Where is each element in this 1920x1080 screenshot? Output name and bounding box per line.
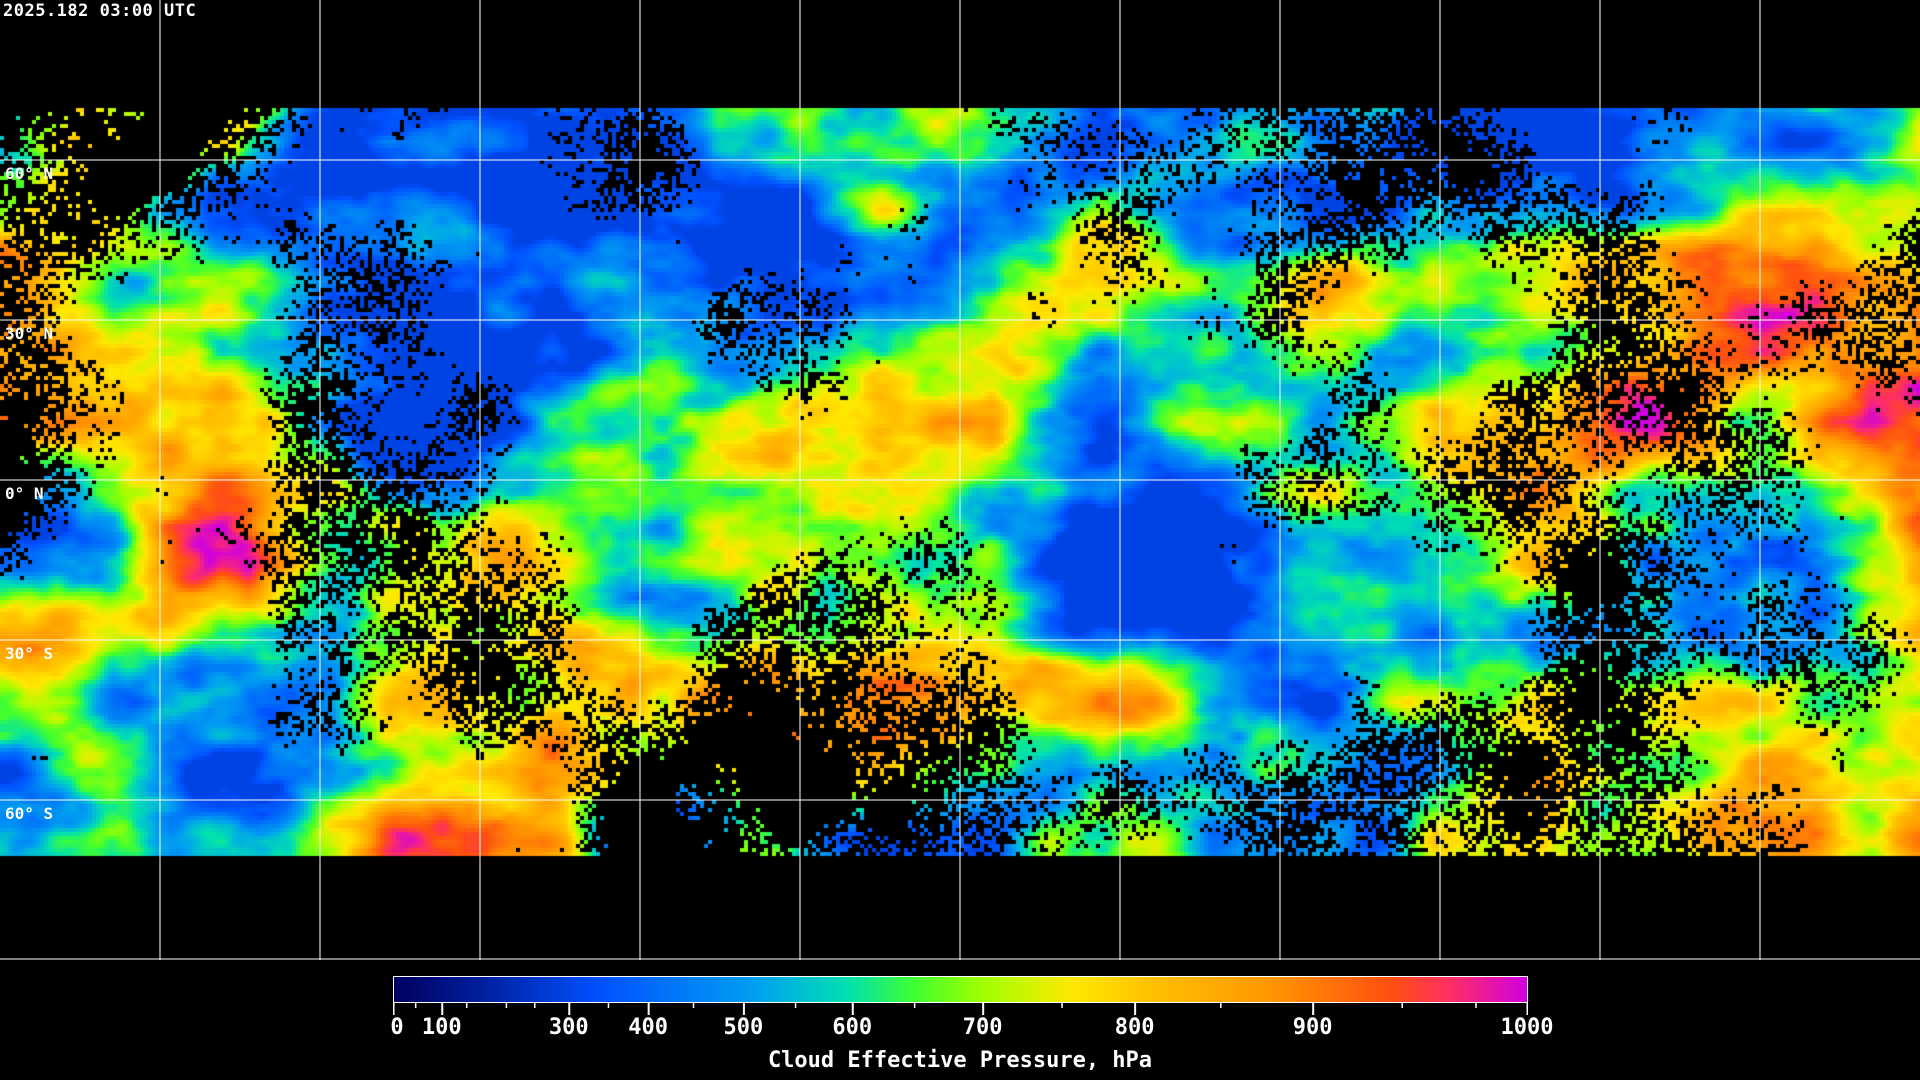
colorbar-tick-label: 500	[723, 1015, 764, 1040]
timestamp-title: 2025.182 03:00 UTC	[3, 1, 197, 21]
lat-label-60s: 60° S	[5, 804, 54, 823]
colorbar-tick-label: 300	[548, 1015, 589, 1040]
lat-label-60n: 60° N	[5, 164, 54, 183]
colorbar-tick-label: 400	[628, 1015, 669, 1040]
colorbar-tick-label: 100	[421, 1015, 462, 1040]
lat-label-30s: 30° S	[5, 644, 54, 663]
colorbar-tick-label: 0	[390, 1015, 404, 1040]
colorbar-tick-label: 600	[832, 1015, 873, 1040]
colorbar-tick-label: 1000	[1500, 1015, 1554, 1040]
lat-label-30n: 30° N	[5, 324, 54, 343]
colorbar-tick-label: 900	[1292, 1015, 1333, 1040]
colorbar	[393, 976, 1528, 1003]
lat-label-0n: 0° N	[5, 484, 44, 503]
colorbar-ticks	[393, 1003, 1528, 1015]
map-gridlines	[0, 0, 1920, 960]
colorbar-tick-label: 700	[962, 1015, 1003, 1040]
colorbar-title: Cloud Effective Pressure, hPa	[767, 1048, 1153, 1073]
colorbar-tick-label: 800	[1114, 1015, 1155, 1040]
